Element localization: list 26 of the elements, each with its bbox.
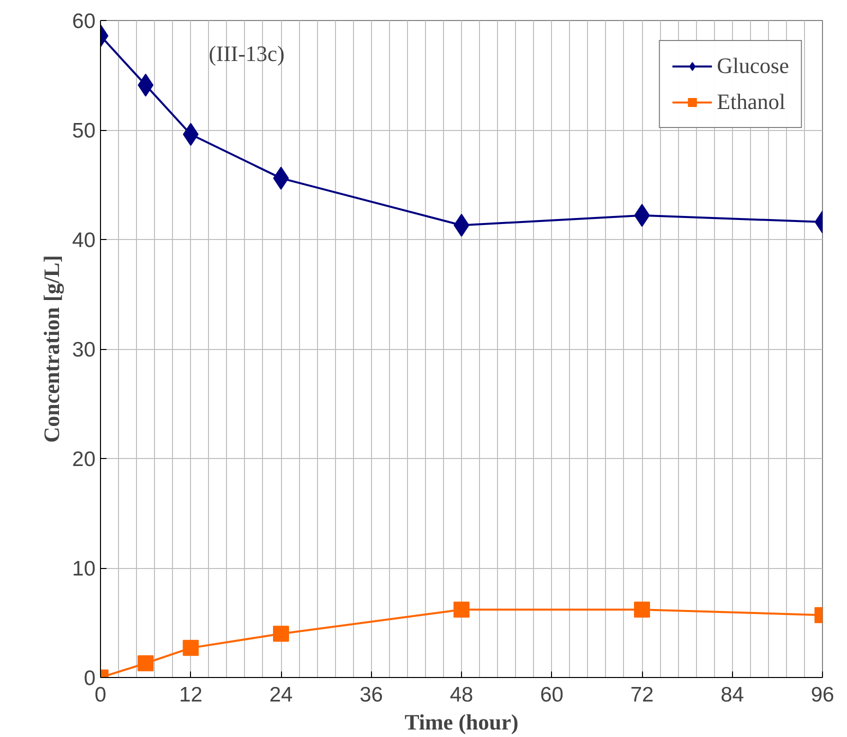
point [454,602,470,618]
y-tick-label: 10 [72,558,96,580]
x-tick-label: 72 [630,684,654,706]
x-axis-title: Time (hour) [404,710,518,734]
x-tick-label: 12 [179,684,202,706]
x-tick-label: 36 [360,684,383,706]
x-tick-label: 48 [450,684,474,706]
y-tick-label: 50 [72,120,96,142]
legend-label: Glucose [716,53,789,79]
point [138,655,154,672]
x-tick-label: 96 [810,684,834,706]
x-tick-label: 60 [540,684,564,706]
point [182,122,199,146]
x-tick-label: 84 [720,684,744,706]
y-tick-label: 60 [72,10,96,33]
point [182,640,199,656]
y-tick-label: 0 [84,667,96,690]
point [273,626,289,642]
y-tick-label: 20 [72,448,96,471]
point [634,602,650,618]
y-tick-label: 40 [72,229,96,252]
x-tick-label: 24 [269,684,293,706]
y-axis-title: Concentration [g/L] [39,255,64,443]
y-tick-label: 30 [72,338,96,362]
annotation: (III-13c) [208,40,285,66]
legend-label: Ethanol [716,89,786,115]
